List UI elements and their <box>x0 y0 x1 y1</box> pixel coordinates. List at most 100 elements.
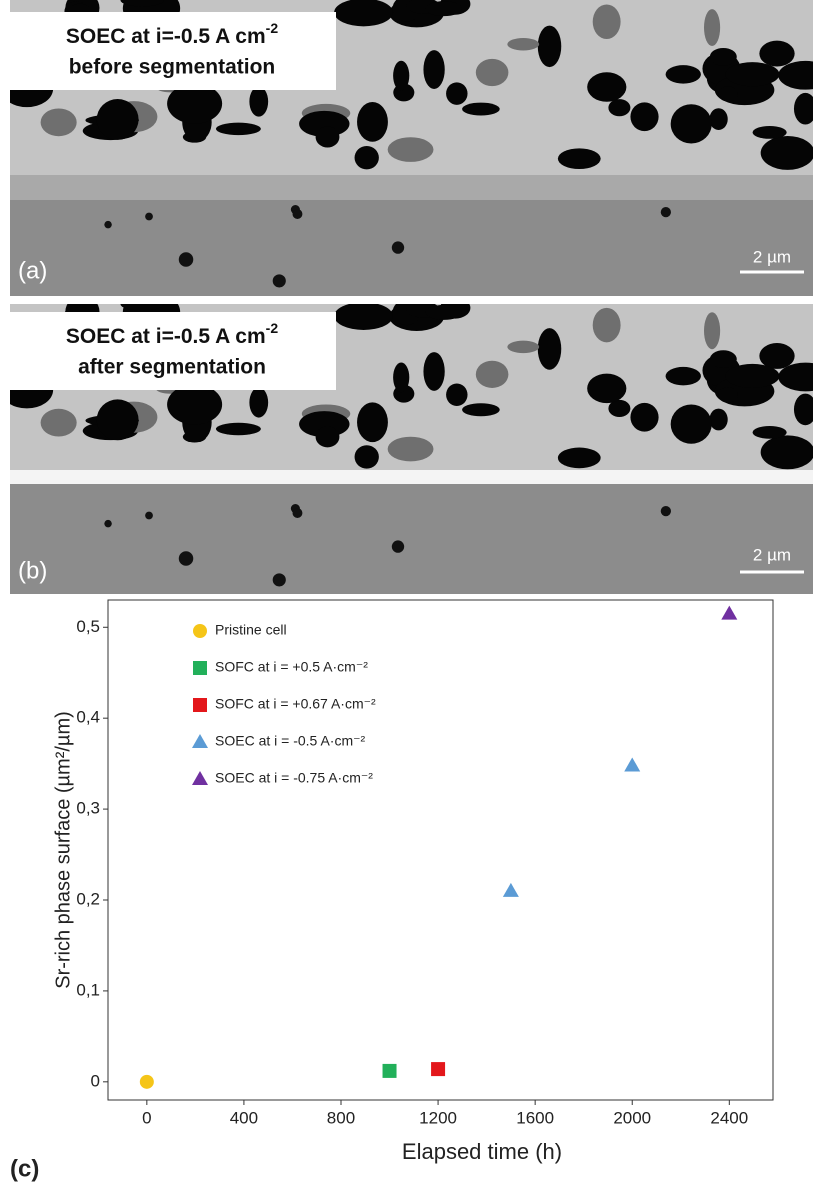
pore <box>462 403 500 417</box>
legend-marker <box>192 771 208 785</box>
pore <box>660 207 671 218</box>
pore <box>557 447 601 469</box>
pore <box>292 508 303 518</box>
pore <box>760 135 813 170</box>
pore <box>387 137 434 162</box>
pore <box>778 60 813 90</box>
panel-title: SOEC at i=-0.5 A cm-2 <box>66 20 278 48</box>
pore <box>315 126 340 148</box>
pore <box>292 209 303 219</box>
pore <box>704 9 721 47</box>
x-tick-label: 1600 <box>516 1108 554 1127</box>
pore <box>557 148 601 170</box>
pore <box>393 362 410 393</box>
data-point <box>431 1062 446 1077</box>
pore <box>759 343 795 369</box>
pore <box>793 92 813 125</box>
x-tick-label: 2000 <box>613 1108 651 1127</box>
pore <box>423 50 445 89</box>
label-box <box>10 12 336 90</box>
pore <box>167 384 223 425</box>
pore <box>475 360 509 388</box>
pore <box>178 252 194 267</box>
pore <box>354 145 379 170</box>
pore <box>507 340 540 354</box>
pore <box>718 86 738 102</box>
pore <box>145 212 153 221</box>
pore <box>630 102 659 132</box>
y-tick-label: 0,4 <box>76 708 100 727</box>
pore <box>391 241 405 254</box>
x-tick-label: 1200 <box>419 1108 457 1127</box>
pore <box>704 312 721 350</box>
legend-marker <box>192 734 208 748</box>
pore <box>793 393 813 426</box>
pore <box>423 352 445 391</box>
scale-label: 2 µm <box>753 545 791 564</box>
pore <box>725 363 780 389</box>
pore <box>630 402 659 432</box>
data-point <box>139 1074 154 1089</box>
pore <box>104 519 112 528</box>
pore <box>425 304 463 320</box>
x-tick-label: 400 <box>230 1108 258 1127</box>
pore <box>354 445 379 469</box>
x-tick-label: 0 <box>142 1108 151 1127</box>
legend-label: SOFC at i = +0.67 A·cm⁻² <box>215 696 376 712</box>
pore <box>425 1 463 17</box>
pore <box>96 99 139 140</box>
pore <box>718 387 738 403</box>
y-tick-label: 0,2 <box>76 889 100 908</box>
plot-frame <box>107 599 774 1101</box>
panel-subtitle: before segmentation <box>69 56 276 79</box>
pore <box>104 220 112 229</box>
pore <box>608 99 631 117</box>
pore <box>537 25 562 68</box>
pore <box>40 408 77 437</box>
title-text: SOEC at i=-0.5 A cm <box>66 325 266 348</box>
panel-title: SOEC at i=-0.5 A cm-2 <box>66 320 278 348</box>
pore <box>462 102 500 116</box>
pore <box>537 328 562 370</box>
label-box <box>10 312 336 390</box>
pore <box>315 426 340 448</box>
title-text: SOEC at i=-0.5 A cm <box>66 25 266 48</box>
pore <box>299 110 350 137</box>
pore <box>391 540 405 553</box>
pore <box>249 86 269 117</box>
pore <box>725 62 780 87</box>
pore <box>120 304 164 311</box>
scale-label: 2 µm <box>753 247 791 266</box>
data-point <box>502 882 519 897</box>
pore <box>145 511 153 520</box>
x-tick-label: 800 <box>327 1108 355 1127</box>
y-tick-label: 0,3 <box>76 799 100 818</box>
panel-label: (b) <box>18 557 47 584</box>
data-point <box>624 757 641 772</box>
x-tick-label: 2400 <box>710 1108 748 1127</box>
legend-marker <box>193 698 207 712</box>
legend-label: SOFC at i = +0.5 A·cm⁻² <box>215 659 368 675</box>
pore <box>96 399 139 441</box>
legend-label: SOEC at i = -0.5 A·cm⁻² <box>215 733 365 749</box>
pore <box>592 307 621 343</box>
pore <box>446 82 468 105</box>
pore <box>167 83 223 124</box>
pore <box>475 58 509 87</box>
pore <box>778 362 813 392</box>
legend-label: Pristine cell <box>215 622 287 638</box>
pore <box>608 399 631 418</box>
pore <box>387 436 434 462</box>
pore <box>334 0 393 27</box>
pore <box>334 304 393 330</box>
pore <box>709 47 737 66</box>
pore <box>670 104 712 144</box>
pore <box>592 4 621 40</box>
pore <box>178 551 194 566</box>
pore <box>357 102 388 142</box>
pore <box>393 60 410 91</box>
y-axis-label: Sr-rich phase surface (µm²/µm) <box>52 711 74 989</box>
pore <box>120 0 164 7</box>
pore <box>752 126 787 139</box>
pore <box>665 366 701 386</box>
